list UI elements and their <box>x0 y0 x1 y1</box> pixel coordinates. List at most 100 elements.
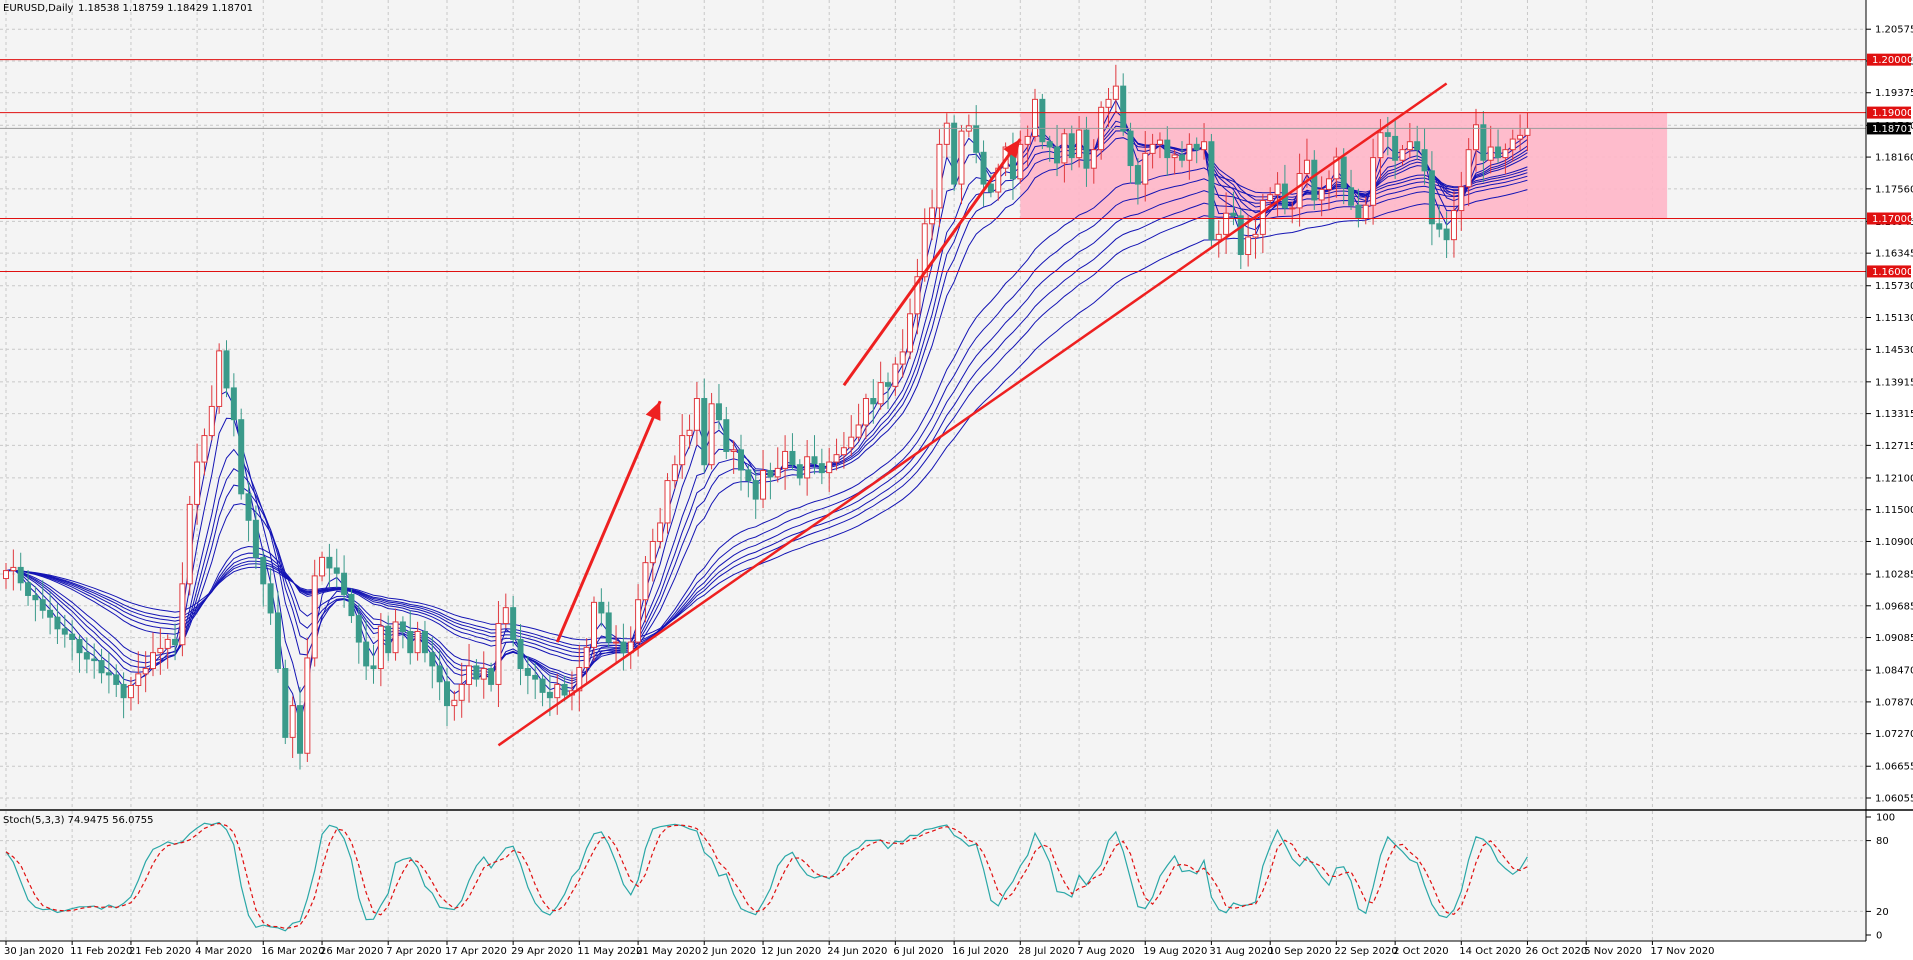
candle-body <box>1142 152 1149 185</box>
moving-average-ribbon <box>5 99 1528 724</box>
trend-arrow-head <box>1003 139 1021 159</box>
candle-body <box>877 382 884 405</box>
candle-body <box>1473 124 1479 151</box>
trend-arrow-shaft <box>842 138 1022 387</box>
time-tick-label: 24 Jun 2020 <box>827 946 887 957</box>
time-tick-label: 5 Nov 2020 <box>1584 946 1642 957</box>
candle-body <box>399 621 406 632</box>
candle-body <box>833 454 840 463</box>
candle-body <box>355 615 362 643</box>
candle-body <box>17 566 24 584</box>
candle-body <box>326 556 333 569</box>
time-tick-label: 7 Apr 2020 <box>386 946 441 957</box>
candle-body <box>826 461 833 474</box>
time-tick-label: 7 Aug 2020 <box>1077 946 1135 957</box>
candle-body <box>1259 199 1266 235</box>
trend-line <box>497 82 1448 747</box>
candle-body <box>274 612 281 670</box>
candle-body <box>818 463 825 474</box>
candle-body <box>142 668 149 675</box>
candle-body <box>951 122 958 185</box>
level-price-box <box>1867 212 1911 225</box>
candle-body <box>796 464 803 479</box>
price-tick-label: 1.13315 <box>1875 409 1913 420</box>
candle-body <box>473 665 480 680</box>
candle-body <box>76 638 83 654</box>
price-tick-label: 1.15730 <box>1875 281 1913 292</box>
candle-body <box>3 570 9 580</box>
candle-body <box>1421 149 1428 172</box>
price-tick-label: 1.15130 <box>1875 313 1913 324</box>
candle-body <box>1384 132 1391 137</box>
candle-body <box>392 621 399 654</box>
time-tick-label: 26 Oct 2020 <box>1525 946 1587 957</box>
candle-body <box>267 583 274 614</box>
level-price-label: 1.20000 <box>1872 55 1913 66</box>
candle-body <box>1517 134 1524 140</box>
candle-body <box>105 672 112 676</box>
time-tick-label: 11 Feb 2020 <box>70 946 132 957</box>
candle-body <box>1054 146 1061 164</box>
time-tick-label: 22 Sep 2020 <box>1334 946 1397 957</box>
candle-body <box>370 665 377 670</box>
candle-body <box>532 674 539 680</box>
candle-body <box>664 480 671 524</box>
candle-body <box>1458 186 1465 212</box>
candle-body <box>1318 188 1325 201</box>
candle-body <box>561 683 568 696</box>
time-tick-label: 2 Oct 2020 <box>1393 946 1448 957</box>
candle-body <box>1068 133 1075 159</box>
price-tick-label: 1.19375 <box>1875 88 1913 99</box>
price-tick-label: 1.18160 <box>1875 153 1913 164</box>
time-tick-label: 21 May 2020 <box>636 946 701 957</box>
candle-body <box>657 522 664 542</box>
candle-body <box>1252 233 1259 238</box>
candle-body <box>723 419 730 452</box>
candle-body <box>1502 149 1509 159</box>
candle-body <box>216 350 223 407</box>
stoch-main-line <box>5 821 1528 932</box>
candle-body <box>230 387 237 421</box>
price-tick-label: 1.06655 <box>1875 762 1913 773</box>
candle-body <box>1326 178 1332 190</box>
candle-body <box>1414 141 1421 151</box>
level-price-label: 1.17000 <box>1872 214 1913 225</box>
candle-body <box>135 673 142 686</box>
price-tick-label: 1.12715 <box>1875 441 1913 452</box>
candle-body <box>1296 172 1303 209</box>
candle-body <box>679 435 686 466</box>
candle-body <box>1465 149 1472 188</box>
candle-body <box>973 125 980 153</box>
candle-body <box>914 276 921 315</box>
candlesticks <box>3 64 1531 770</box>
candle-body <box>1340 156 1347 189</box>
ema-line-15 <box>5 137 1528 676</box>
price-axis: 1.205751.199751.193751.187601.181601.175… <box>1866 25 1913 805</box>
candle-body <box>811 456 818 465</box>
candle-body <box>341 572 348 595</box>
candle-body <box>172 638 179 646</box>
time-tick-label: 6 Jul 2020 <box>893 946 943 957</box>
candle-body <box>1450 210 1457 241</box>
candle-body <box>451 699 458 707</box>
candle-body <box>377 625 384 670</box>
price-tick-label: 1.20575 <box>1875 25 1913 36</box>
candle-body <box>304 657 311 754</box>
ema-line-30 <box>5 166 1528 662</box>
candle-body <box>348 593 355 617</box>
stoch-panel-background <box>0 811 1866 941</box>
candle-body <box>671 464 678 482</box>
candle-body <box>444 681 450 707</box>
candle-body <box>987 183 994 193</box>
candle-body <box>1046 141 1053 148</box>
candle-body <box>921 223 928 278</box>
candle-body <box>649 540 656 564</box>
time-tick-label: 19 Aug 2020 <box>1143 946 1207 957</box>
candle-body <box>414 630 421 654</box>
candle-body <box>708 403 715 466</box>
candle-body <box>223 350 230 389</box>
time-tick-label: 16 Jul 2020 <box>952 946 1009 957</box>
candle-body <box>1480 124 1487 161</box>
